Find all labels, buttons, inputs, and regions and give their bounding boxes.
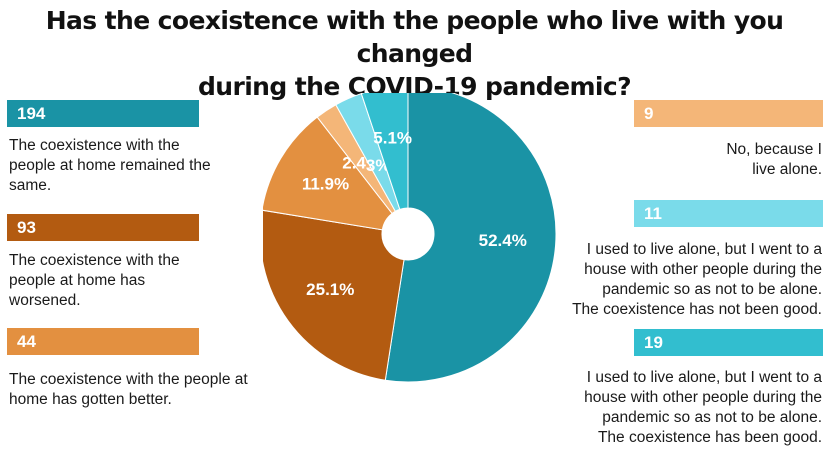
- description-moved-not-good: I used to live alone, but I went to a ho…: [572, 241, 822, 318]
- count-badge-live-alone: 9: [634, 100, 823, 127]
- donut-slice-2: [263, 209, 405, 381]
- description-live-alone: No, because I live alone.: [726, 141, 822, 178]
- slice-label-2: 25.1%: [306, 280, 354, 299]
- donut-slice-6: [360, 93, 409, 210]
- description-moved-good: I used to live alone, but I went to a ho…: [584, 369, 822, 446]
- description-better: The coexistence with the people at home …: [9, 371, 248, 408]
- slice-label-6: 5.1%: [373, 129, 412, 148]
- donut-chart: 52.4%25.1%11.9%2.4%3%5.1%: [263, 93, 557, 383]
- chart-title: Has the coexistence with the people who …: [0, 4, 829, 103]
- donut-slice-1: [384, 93, 557, 383]
- chart-title-line-1: Has the coexistence with the people who …: [45, 6, 784, 68]
- description-same: The coexistence with the people at home …: [9, 137, 211, 194]
- description-worsened: The coexistence with the people at home …: [9, 252, 180, 309]
- slice-label-3: 11.9%: [302, 174, 349, 193]
- donut-slice-3: [263, 116, 393, 231]
- slice-label-1: 52.4%: [479, 231, 527, 250]
- count-badge-moved-not-good: 11: [634, 200, 823, 227]
- count-badge-moved-good: 19: [634, 329, 823, 356]
- count-badge-same: 194: [7, 100, 199, 127]
- count-badge-worsened: 93: [7, 214, 199, 241]
- count-badge-better: 44: [7, 328, 199, 355]
